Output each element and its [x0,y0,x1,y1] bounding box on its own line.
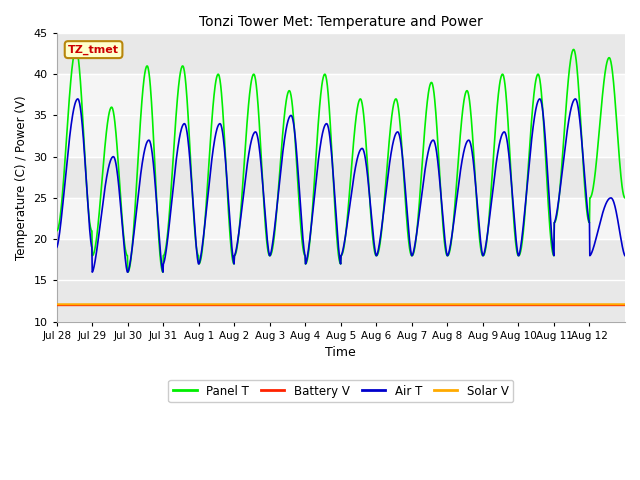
Air T [476,228,483,233]
Battery V [475,302,483,308]
Panel T [559,155,566,160]
Battery V [614,302,621,308]
Line: Air T: Air T [57,99,625,272]
Air T [74,96,82,102]
Panel T [614,142,622,148]
Text: TZ_tmet: TZ_tmet [68,45,119,55]
Air T [614,221,622,227]
Panel T [621,195,629,201]
Solar V [621,301,629,307]
Solar V [614,301,621,307]
Air T [143,141,150,147]
Title: Tonzi Tower Met: Temperature and Power: Tonzi Tower Met: Temperature and Power [199,15,483,29]
Battery V [558,302,566,308]
Panel T [142,65,150,71]
Battery V [53,302,61,308]
Air T [327,142,335,147]
Battery V [141,302,149,308]
Solar V [475,301,483,307]
Battery V [316,302,323,308]
Solar V [141,301,149,307]
Panel T [53,228,61,234]
Air T [316,145,324,151]
Panel T [476,231,483,237]
Air T [559,163,566,169]
Bar [57,74,625,156]
Panel T [570,47,577,52]
Line: Panel T: Panel T [57,49,625,272]
Solar V [53,301,61,307]
Bar [57,198,625,239]
Air T [88,269,96,275]
Battery V [326,302,334,308]
Panel T [316,104,323,110]
Panel T [326,122,334,128]
Solar V [316,301,323,307]
Solar V [558,301,566,307]
X-axis label: Time: Time [326,346,356,359]
Air T [621,253,629,259]
Y-axis label: Temperature (C) / Power (V): Temperature (C) / Power (V) [15,95,28,260]
Battery V [621,302,629,308]
Panel T [124,269,132,275]
Legend: Panel T, Battery V, Air T, Solar V: Panel T, Battery V, Air T, Solar V [168,380,513,402]
Air T [53,244,61,250]
Solar V [326,301,334,307]
